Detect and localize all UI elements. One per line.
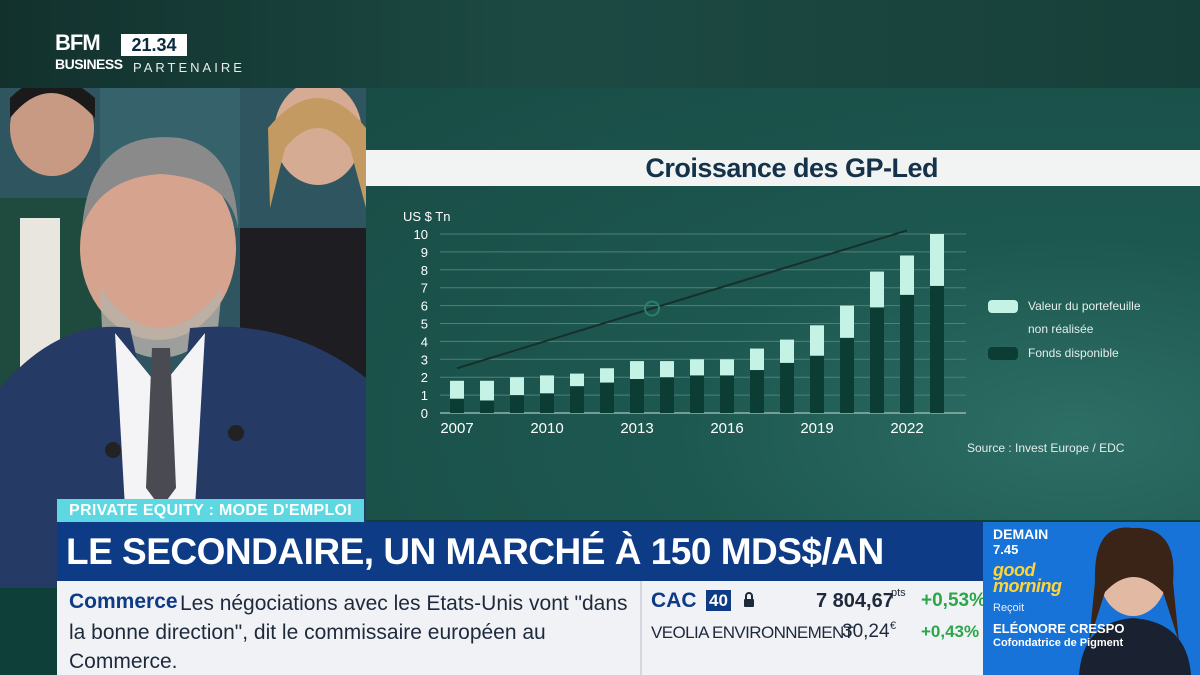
bar-fonds-disponible <box>540 393 554 413</box>
index-badge: 40 <box>706 590 731 611</box>
bar-fonds-disponible <box>720 375 734 413</box>
bar-fonds-disponible <box>810 355 824 413</box>
bar-valeur-portefeuille <box>600 368 614 383</box>
bar-valeur-portefeuille <box>510 377 524 396</box>
bar-fonds-disponible <box>630 378 644 413</box>
chart-panel: Croissance des GP-Led US $ Tn 0 1 2 3 4 5 6 7 8 9… <box>366 88 1200 520</box>
trend-line <box>456 229 908 370</box>
promo-receives: Reçoit <box>993 602 1025 614</box>
legend-label-unrealized-2: non réalisée <box>1028 322 1094 336</box>
y-tick-label: 0 <box>421 406 428 421</box>
y-tick-label: 2 <box>421 370 428 385</box>
bar-fonds-disponible <box>510 395 524 413</box>
stock-unit: € <box>890 620 897 632</box>
bar-valeur-portefeuille <box>780 339 794 363</box>
legend-swatch-available <box>988 347 1018 360</box>
guest-left-head <box>10 88 94 176</box>
channel-logo: BFM <box>55 30 101 55</box>
host-head <box>80 156 236 340</box>
headline-bar <box>57 522 983 581</box>
show-promo <box>983 522 1200 675</box>
y-tick-label: 4 <box>421 334 428 349</box>
bar-fonds-disponible <box>690 375 704 413</box>
y-tick-label: 1 <box>421 388 428 403</box>
headline: LE SECONDAIRE, UN MARCHÉ À 150 MDS$/AN <box>66 531 884 572</box>
index-name: CAC <box>651 589 697 612</box>
promo-time: 7.45 <box>993 542 1019 557</box>
topic-tag: PRIVATE EQUITY : MODE D'EMPLOI <box>57 499 365 522</box>
ticker-text: Les négociations avec les Etats-Unis von… <box>69 592 628 673</box>
x-tick-label: 2007 <box>440 420 473 437</box>
bar-fonds-disponible <box>450 398 464 413</box>
bar-valeur-portefeuille <box>720 359 734 376</box>
lock-icon <box>744 592 754 607</box>
bar-valeur-portefeuille <box>570 373 584 387</box>
trend-mark <box>644 300 660 317</box>
host-tie <box>146 348 176 508</box>
y-tick-label: 7 <box>421 281 428 296</box>
y-tick-label: 8 <box>421 263 428 278</box>
stock-name: VEOLIA ENVIRONNEMENT <box>651 623 854 642</box>
bar-fonds-disponible <box>570 386 584 413</box>
stacked-bar-chart: US $ Tn 0 1 2 3 4 5 6 7 8 9 10 2007 2010 2013 2016 201… <box>403 209 1141 455</box>
bar-valeur-portefeuille <box>540 375 554 394</box>
bar-valeur-portefeuille <box>900 255 914 295</box>
legend-label-unrealized-1: Valeur du portefeuille <box>1028 299 1141 313</box>
ticker-label: Commerce <box>69 590 178 613</box>
x-tick-label: 2019 <box>800 420 833 437</box>
channel-header-bar <box>0 0 1200 88</box>
bar-valeur-portefeuille <box>930 234 944 286</box>
bar-valeur-portefeuille <box>690 359 704 376</box>
bar-valeur-portefeuille <box>480 380 494 401</box>
bar-valeur-portefeuille <box>660 361 674 378</box>
chart-title-band <box>366 150 1200 186</box>
market-panel <box>640 581 983 675</box>
x-tick-label: 2010 <box>530 420 563 437</box>
chart-source: Source : Invest Europe / EDC <box>967 441 1125 455</box>
y-tick-label: 5 <box>421 317 428 332</box>
bar-fonds-disponible <box>780 362 794 413</box>
stock-change: +0,43% <box>921 622 980 641</box>
x-tick-label: 2013 <box>620 420 653 437</box>
channel-logo-sub: BUSINESS <box>55 56 123 72</box>
trend-mark-circle <box>644 300 660 317</box>
y-tick-label: 9 <box>421 245 428 260</box>
bar-valeur-portefeuille <box>750 348 764 371</box>
partner-label: PARTENAIRE <box>133 60 245 75</box>
index-unit: pts <box>891 587 906 599</box>
bar-fonds-disponible <box>750 370 764 413</box>
promo-day: DEMAIN <box>993 526 1049 542</box>
index-value: 7 804,67 <box>816 590 894 612</box>
bar-fonds-disponible <box>840 337 854 413</box>
y-tick-label: 10 <box>414 227 428 242</box>
promo-show-logo: good morning <box>993 560 1062 596</box>
guest-portrait <box>1079 527 1191 675</box>
bar-fonds-disponible <box>660 377 674 413</box>
x-tick-label: 2016 <box>710 420 743 437</box>
clock: 21.34 <box>121 34 187 56</box>
bar-fonds-disponible <box>600 382 614 413</box>
promo-guest-name: ELÉONORE CRESPO <box>993 621 1125 636</box>
legend-swatch-unrealized <box>988 300 1018 313</box>
y-unit-label: US $ Tn <box>403 209 450 224</box>
bar-fonds-disponible <box>900 294 914 413</box>
x-tick-label: 2022 <box>890 420 923 437</box>
bar-valeur-portefeuille <box>870 271 884 308</box>
bar-valeur-portefeuille <box>810 325 824 356</box>
bar-valeur-portefeuille <box>450 380 464 399</box>
promo-guest-role: Cofondatrice de Pigment <box>993 637 1124 649</box>
bar-valeur-portefeuille <box>630 361 644 379</box>
bar-fonds-disponible <box>870 307 884 413</box>
bar-fonds-disponible <box>480 400 494 413</box>
y-tick-label: 3 <box>421 352 428 367</box>
index-change: +0,53% <box>921 590 986 611</box>
bar-fonds-disponible <box>930 285 944 413</box>
bar-valeur-portefeuille <box>840 305 854 338</box>
stock-value: 30,24 <box>842 621 890 642</box>
chart-title: Croissance des GP-Led <box>645 153 938 183</box>
y-tick-label: 6 <box>421 299 428 314</box>
legend-label-available: Fonds disponible <box>1028 346 1119 360</box>
